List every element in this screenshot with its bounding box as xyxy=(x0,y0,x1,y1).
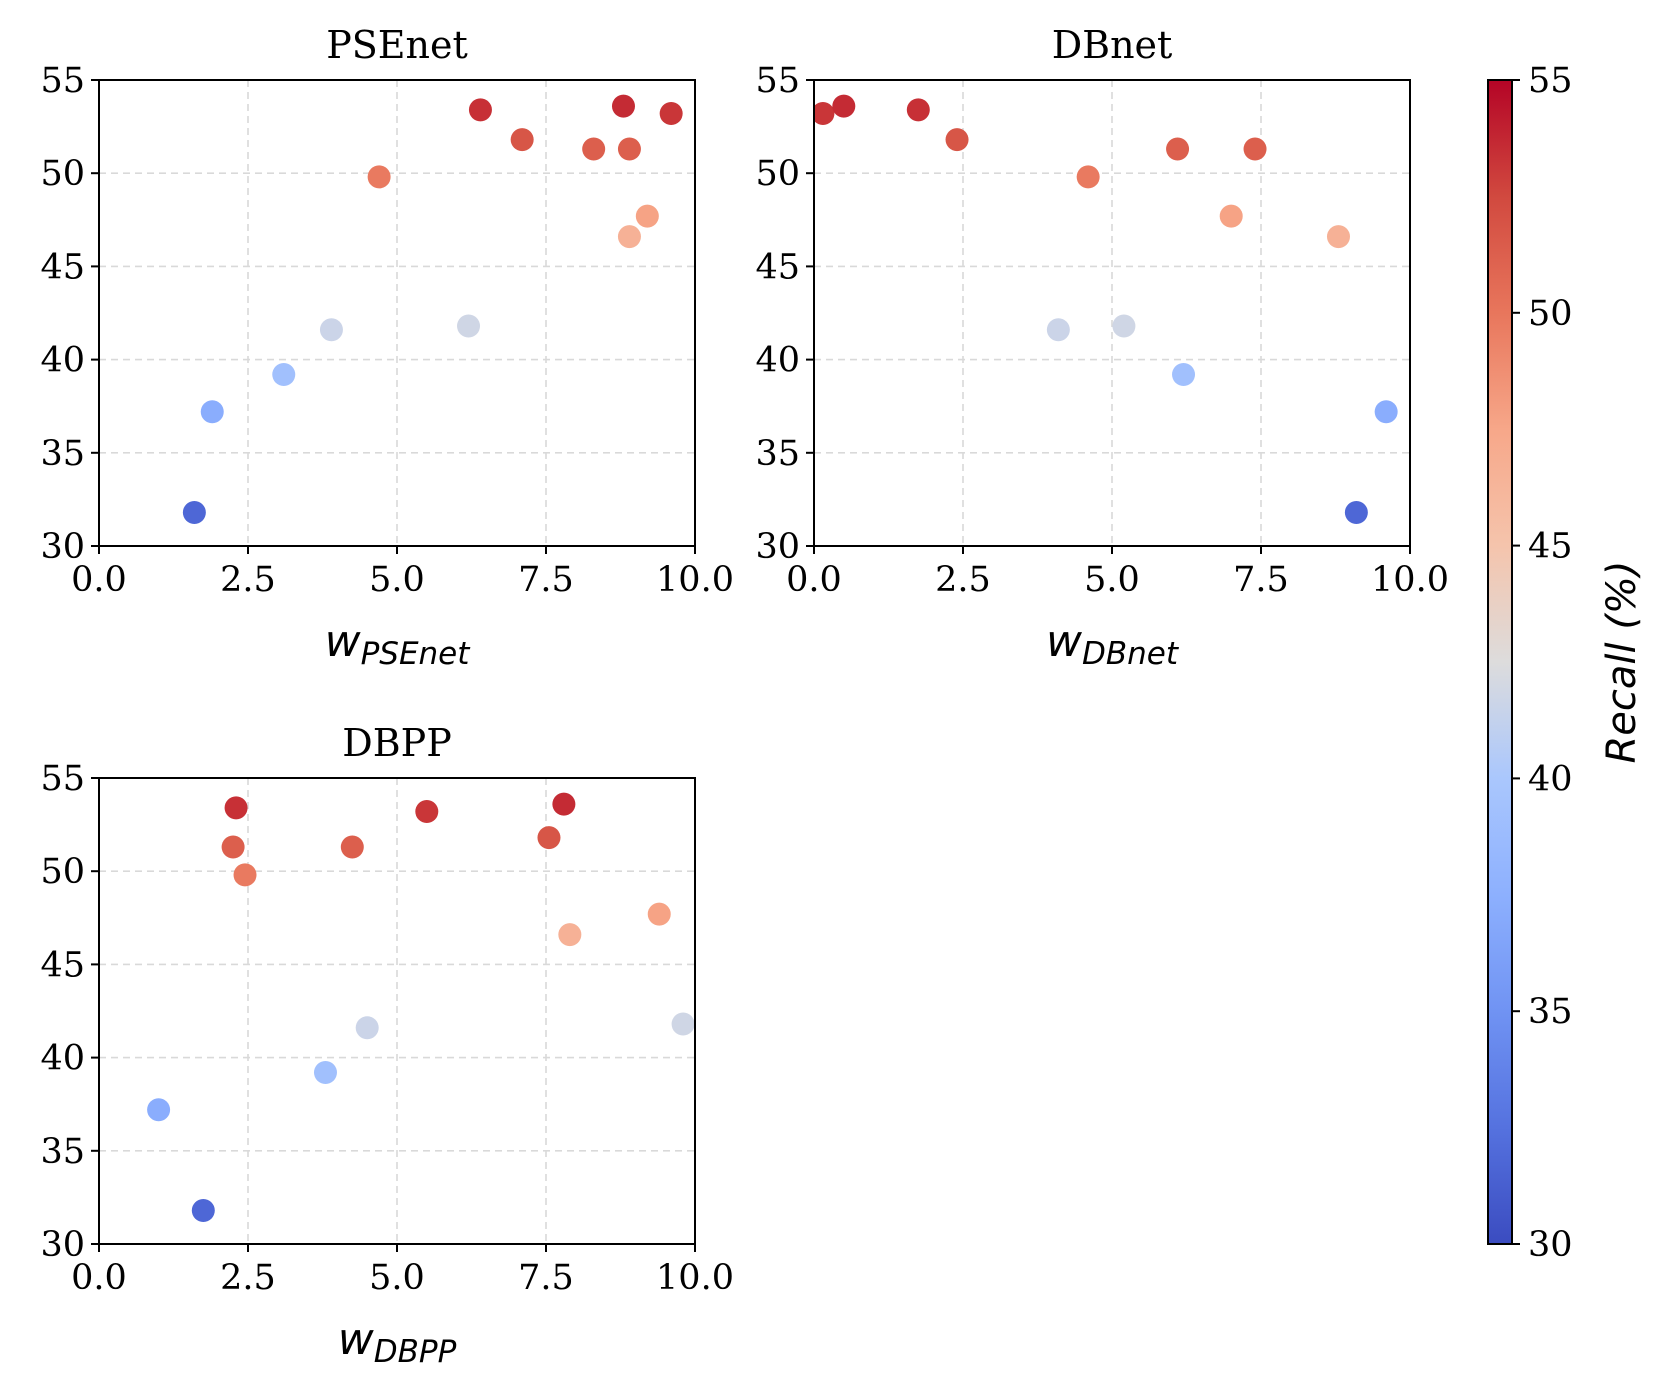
x-tick-label: 2.5 xyxy=(220,1258,276,1298)
x-tick-label: 2.5 xyxy=(935,560,991,600)
data-point xyxy=(945,128,969,152)
y-tick-label: 50 xyxy=(40,852,85,892)
colorbar-frame xyxy=(1487,79,1513,1245)
x-tick-label: 7.5 xyxy=(518,560,574,600)
data-point xyxy=(510,128,534,152)
y-tick-label: 40 xyxy=(755,341,800,381)
data-point xyxy=(617,225,641,249)
colorbar-tick-label: 40 xyxy=(1528,759,1573,799)
y-tick-label: 40 xyxy=(40,1039,85,1079)
x-tick-label: 10.0 xyxy=(656,560,734,600)
subplot-dbpp: 0.0 2.5 5.0 7.5 10.0 30 35 40 45 50 55 DBPP wDBPP xyxy=(40,721,734,1370)
subplot-title: DBnet xyxy=(1052,23,1173,67)
x-tick-label: 10.0 xyxy=(1371,560,1449,600)
colorbar-tick-label: 35 xyxy=(1528,992,1573,1032)
x-tick-label: 5.0 xyxy=(369,1258,425,1298)
y-tick-label: 45 xyxy=(755,247,800,287)
data-point xyxy=(367,165,391,189)
data-point xyxy=(272,363,296,387)
x-axis-label: wPSEnet xyxy=(325,616,472,672)
data-point xyxy=(635,204,659,228)
y-tick-label: 45 xyxy=(40,945,85,985)
colorbar: 30 35 40 45 50 55 Recall (%) xyxy=(1487,61,1645,1265)
data-point xyxy=(906,98,930,122)
data-point xyxy=(1219,204,1243,228)
data-point xyxy=(647,902,671,926)
colorbar-tick-label: 45 xyxy=(1528,527,1573,567)
data-point xyxy=(611,94,635,118)
data-point xyxy=(468,98,492,122)
data-point xyxy=(415,800,439,824)
x-tick-label: 0.0 xyxy=(71,1258,127,1298)
x-tick-label: 2.5 xyxy=(220,560,276,600)
x-axis-label: wDBnet xyxy=(1046,616,1180,672)
data-point xyxy=(1326,225,1350,249)
data-point xyxy=(457,314,481,338)
y-tick-label: 55 xyxy=(40,759,85,799)
data-point xyxy=(200,400,224,424)
data-point xyxy=(147,1098,171,1122)
y-tick-label: 30 xyxy=(40,527,85,567)
data-points xyxy=(182,94,683,524)
colorbar-gradient xyxy=(1488,80,1512,1244)
colorbar-tick-label: 30 xyxy=(1528,1225,1573,1265)
data-points xyxy=(147,792,695,1222)
subplot-title: DBPP xyxy=(342,721,452,765)
y-tick-label: 50 xyxy=(40,154,85,194)
data-point xyxy=(537,826,561,850)
x-tick-label: 5.0 xyxy=(1084,560,1140,600)
data-point xyxy=(659,102,683,126)
y-tick-label: 55 xyxy=(755,61,800,101)
subplot-dbnet: 0.0 2.5 5.0 7.5 10.0 30 35 40 45 50 55 DBnet wDBnet xyxy=(755,23,1449,672)
y-tick-label: 35 xyxy=(40,1132,85,1172)
data-point xyxy=(224,796,248,820)
colorbar-label: Recall (%) xyxy=(1599,560,1645,763)
data-point xyxy=(1076,165,1100,189)
x-tick-label: 0.0 xyxy=(71,560,127,600)
subplot-title: PSEnet xyxy=(326,23,468,67)
y-tick-label: 40 xyxy=(40,341,85,381)
x-tick-label: 5.0 xyxy=(369,560,425,600)
x-tick-label: 7.5 xyxy=(518,1258,574,1298)
data-point xyxy=(221,835,245,859)
y-tick-label: 35 xyxy=(755,434,800,474)
data-point xyxy=(313,1061,337,1085)
data-point xyxy=(1172,363,1196,387)
data-point xyxy=(582,137,606,161)
data-point xyxy=(340,835,364,859)
data-point xyxy=(355,1016,379,1040)
data-point xyxy=(1374,400,1398,424)
data-points xyxy=(814,94,1398,524)
data-point xyxy=(319,318,343,342)
y-tick-label: 55 xyxy=(40,61,85,101)
data-point xyxy=(1344,500,1368,524)
x-tick-label: 0.0 xyxy=(786,560,842,600)
data-point xyxy=(552,792,576,816)
y-tick-label: 35 xyxy=(40,434,85,474)
data-point xyxy=(182,500,206,524)
y-tick-label: 30 xyxy=(40,1225,85,1265)
y-tick-label: 45 xyxy=(40,247,85,287)
data-point xyxy=(1046,318,1070,342)
data-point xyxy=(832,94,856,118)
data-point xyxy=(191,1198,215,1222)
colorbar-tick-label: 50 xyxy=(1528,294,1573,334)
x-axis-label: wDBPP xyxy=(338,1314,457,1370)
x-tick-label: 10.0 xyxy=(656,1258,734,1298)
data-point xyxy=(1243,137,1267,161)
y-tick-label: 30 xyxy=(755,527,800,567)
colorbar-tick-label: 55 xyxy=(1528,61,1573,101)
data-point xyxy=(558,923,582,947)
y-tick-label: 50 xyxy=(755,154,800,194)
data-point xyxy=(233,863,257,887)
data-point xyxy=(671,1012,695,1036)
data-point xyxy=(1166,137,1190,161)
subplot-psenet: 0.0 2.5 5.0 7.5 10.0 30 35 40 45 50 55 PSEnet wPSEne… xyxy=(40,23,734,672)
data-point xyxy=(814,102,835,126)
data-point xyxy=(1112,314,1136,338)
x-tick-label: 7.5 xyxy=(1233,560,1289,600)
data-point xyxy=(617,137,641,161)
